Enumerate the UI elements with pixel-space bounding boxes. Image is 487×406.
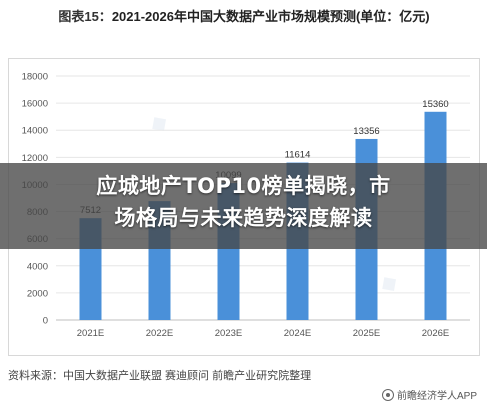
x-tick-label: 2021E: [77, 328, 104, 339]
bar-value-label: 15360: [422, 99, 448, 110]
x-tick-label: 2026E: [422, 328, 449, 339]
y-tick-label: 14000: [22, 126, 48, 137]
bar-value-label: 11614: [285, 150, 311, 161]
headline-text[interactable]: 应城地产TOP10榜单揭晓，市 场格局与未来趋势深度解读: [0, 170, 487, 234]
y-tick-label: 12000: [22, 153, 48, 164]
x-axis-ticks: 2021E 2022E 2023E 2024E 2025E 2026E: [77, 328, 449, 339]
y-tick-label: 4000: [27, 261, 48, 272]
chart-title: 图表15：2021-2026年中国大数据产业市场规模预测(单位：亿元): [8, 8, 480, 25]
app-logo-icon: [381, 388, 394, 401]
headline-line-2: 场格局与未来趋势深度解读: [114, 206, 373, 230]
source-note: 资料来源：中国大数据产业联盟 赛迪顾问 前瞻产业研究院整理: [8, 367, 311, 383]
y-tick-label: 0: [43, 316, 48, 327]
headline-banner: [0, 163, 487, 249]
x-tick-label: 2024E: [284, 328, 311, 339]
x-tick-label: 2022E: [146, 328, 173, 339]
app-badge[interactable]: 前瞻经济学人APP: [381, 387, 477, 402]
chart-title-text: 2021-2026年中国大数据产业市场规模预测(单位：亿元): [111, 9, 430, 24]
source-text: 中国大数据产业联盟 赛迪顾问 前瞻产业研究院整理: [63, 370, 312, 382]
y-tick-label: 16000: [22, 99, 48, 110]
bar-value-label: 13356: [353, 126, 379, 137]
x-tick-label: 2025E: [353, 328, 380, 339]
x-tick-label: 2023E: [215, 328, 242, 339]
y-tick-label: 2000: [27, 288, 48, 299]
y-tick-label: 18000: [22, 72, 48, 83]
source-label: 资料来源：: [8, 370, 63, 382]
chart-title-lead: 图表15：: [58, 9, 112, 24]
app-name: 前瞻经济学人APP: [396, 391, 477, 402]
headline-line-1: 应城地产TOP10榜单揭晓，市: [96, 174, 391, 198]
